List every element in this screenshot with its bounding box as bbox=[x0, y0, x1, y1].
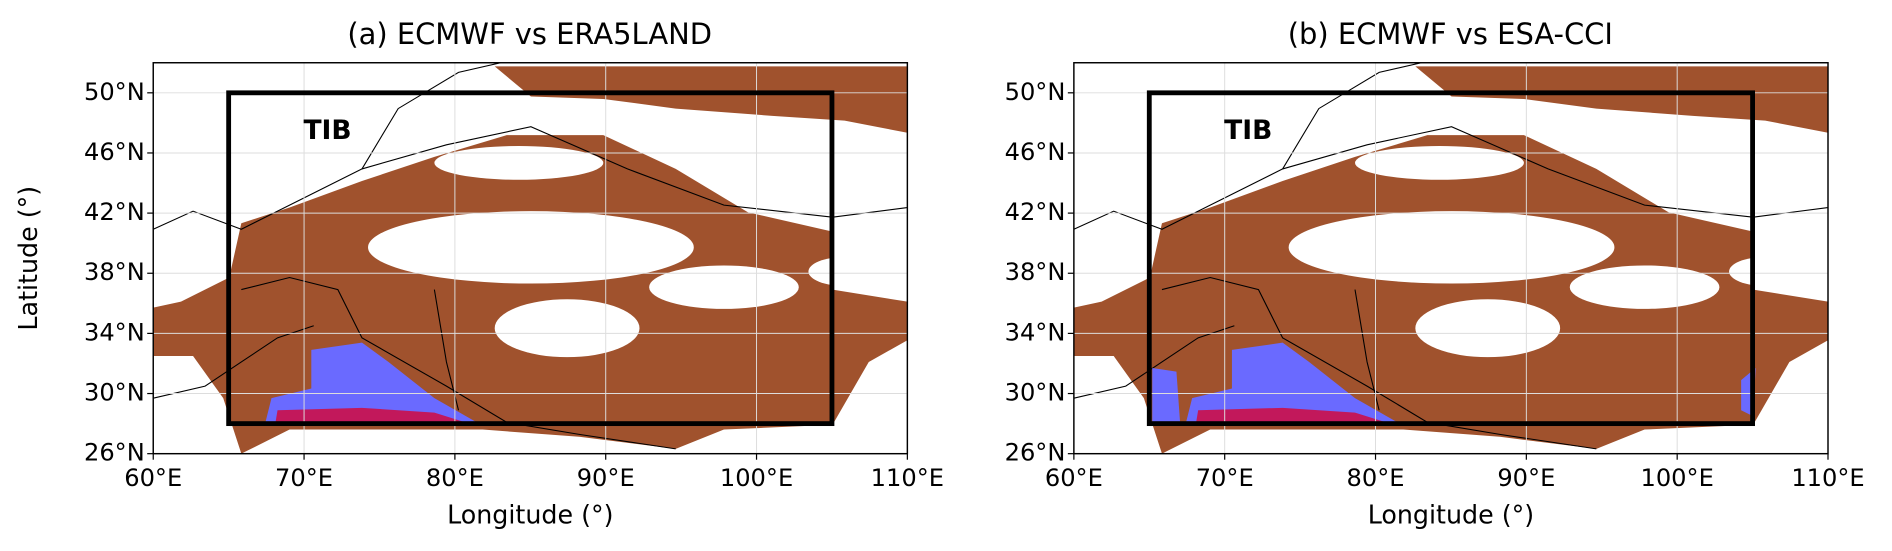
panel: (b) ECMWF vs ESA-CCI bbox=[1073, 17, 1828, 454]
x-tick-label: 90°E bbox=[577, 464, 635, 492]
x-tick-label: 110°E bbox=[871, 464, 944, 492]
x-tick-label: 80°E bbox=[1347, 464, 1405, 492]
x-axis-label: Longitude (°) bbox=[1368, 499, 1534, 529]
region-box bbox=[1146, 90, 1755, 427]
panel: (a) ECMWF vs ERA5LAND bbox=[153, 17, 908, 454]
axes-frame bbox=[1073, 62, 1829, 455]
panel-title: (a) ECMWF vs ERA5LAND bbox=[347, 17, 712, 51]
x-tick-label: 60°E bbox=[124, 464, 182, 492]
panel-title: (b) ECMWF vs ESA-CCI bbox=[1288, 17, 1613, 51]
y-tick-label: 38°N bbox=[84, 258, 145, 286]
axes-frame bbox=[152, 62, 909, 455]
x-tick-label: 100°E bbox=[1640, 464, 1713, 492]
y-tick-label: 30°N bbox=[84, 379, 145, 407]
y-tick-label: 50°N bbox=[84, 78, 145, 106]
region-label: TIB bbox=[1224, 115, 1272, 146]
x-tick-label: 80°E bbox=[426, 464, 484, 492]
y-tick-label: 46°N bbox=[1005, 138, 1066, 166]
y-tick-label: 50°N bbox=[1005, 78, 1066, 106]
y-tick-label: 34°N bbox=[84, 318, 145, 346]
x-tick-label: 60°E bbox=[1045, 464, 1103, 492]
y-tick-label: 42°N bbox=[1005, 198, 1066, 226]
x-tick-label: 100°E bbox=[720, 464, 793, 492]
y-tick-label: 42°N bbox=[84, 198, 145, 226]
region-box bbox=[226, 90, 835, 427]
y-axis-label: Latitude (°) bbox=[13, 186, 43, 331]
y-tick-label: 26°N bbox=[1005, 439, 1066, 467]
x-tick-label: 90°E bbox=[1497, 464, 1555, 492]
x-axis-label: Longitude (°) bbox=[447, 499, 613, 529]
x-tick-label: 110°E bbox=[1791, 464, 1864, 492]
y-tick-label: 38°N bbox=[1005, 258, 1066, 286]
y-tick-label: 46°N bbox=[84, 138, 145, 166]
region-label: TIB bbox=[303, 115, 351, 146]
x-tick-label: 70°E bbox=[275, 464, 333, 492]
map-fill bbox=[153, 62, 908, 454]
figure-body: (a) ECMWF vs ERA5LAND (b) ECMWF vs ESA-C… bbox=[13, 17, 1865, 529]
y-tick-label: 26°N bbox=[84, 439, 145, 467]
x-tick-label: 70°E bbox=[1196, 464, 1254, 492]
y-tick-label: 30°N bbox=[1005, 379, 1066, 407]
map-fill bbox=[1073, 62, 1828, 454]
y-tick-label: 34°N bbox=[1005, 318, 1066, 346]
